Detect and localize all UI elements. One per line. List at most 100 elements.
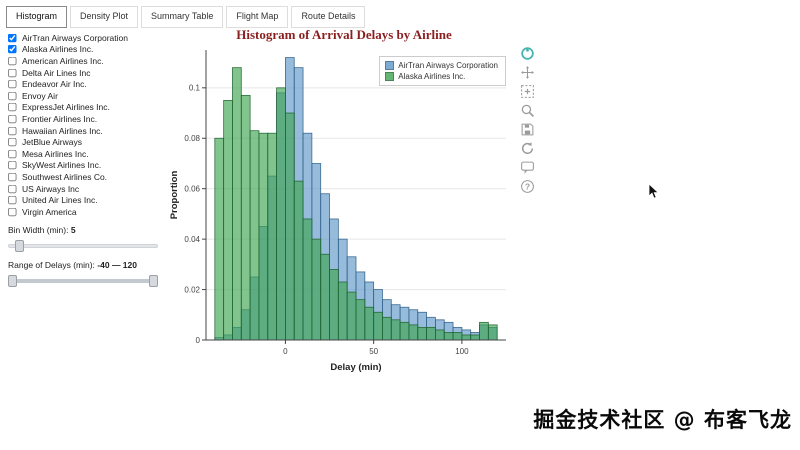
airline-label: Endeavor Air Inc. [22,79,87,90]
save-icon[interactable] [520,122,535,137]
reset-icon[interactable] [520,141,535,156]
airline-option[interactable]: Virgin America [8,206,166,218]
y-axis-title: Proportion [169,171,180,220]
sidebar: AirTran Airways Corporation Alaska Airlin… [8,32,166,288]
tab-density-plot[interactable]: Density Plot [70,6,139,28]
histogram-bar [293,180,304,341]
bin-width-slider-handle[interactable] [15,239,24,252]
airline-label: United Air Lines Inc. [22,195,98,206]
mouse-cursor [648,183,660,205]
airline-option[interactable]: ExpressJet Airlines Inc. [8,102,166,114]
y-tick-label: 0.04 [184,235,200,244]
histogram-bar [390,319,401,341]
x-tick-label: 0 [283,347,288,356]
airline-label: Virgin America [22,206,77,217]
tab-route-details[interactable]: Route Details [291,6,366,28]
airline-checkbox[interactable] [8,45,17,54]
airline-checkbox[interactable] [8,149,17,158]
histogram-bar [461,334,472,341]
bin-width-slider[interactable] [8,239,158,253]
airline-checkbox[interactable] [8,195,17,205]
histogram-bar [311,238,322,341]
histogram-plot[interactable]: Delay (min) Proportion 0 0.02 0.04 0.06 0.08… [166,44,522,384]
bin-width-control: Bin Width (min): 5 [8,225,166,253]
tab-summary-table[interactable]: Summary Table [141,6,224,28]
tab-histogram[interactable]: Histogram [6,6,68,28]
airline-option[interactable]: Endeavor Air Inc. [8,78,166,90]
airline-checkbox[interactable] [8,114,17,124]
histogram-bar [346,291,357,341]
histogram-bar [426,326,436,341]
airline-checkbox[interactable] [8,56,17,66]
histogram-bar [408,324,419,341]
histogram-bar [240,94,251,341]
histogram-bar [443,332,454,341]
help-icon[interactable]: ? [520,179,535,194]
tab-flight-map[interactable]: Flight Map [226,6,289,28]
histogram-bar [479,321,489,341]
airline-option[interactable]: Frontier Airlines Inc. [8,113,166,125]
delay-range-handle-max[interactable] [149,274,158,287]
airline-label: AirTran Airways Corporation [22,32,128,43]
airline-checkbox[interactable] [8,91,17,101]
histogram-bar [452,332,463,341]
airline-checkbox[interactable] [8,33,17,43]
slider-selected-range [12,278,154,283]
airline-option[interactable]: SkyWest Airlines Inc. [8,160,166,172]
delay-range-handle-min[interactable] [8,274,17,287]
airline-checkbox[interactable] [8,161,17,170]
legend-label: Alaska Airlines Inc. [398,72,466,81]
airline-checkbox[interactable] [8,79,17,89]
airline-option[interactable]: American Airlines Inc. [8,55,166,67]
watermark-text: 掘金技术社区 @ 布客飞龙 [533,408,792,432]
airline-checkbox[interactable] [8,126,17,135]
airline-option[interactable]: United Air Lines Inc. [8,194,166,206]
airline-checkbox[interactable] [8,184,17,193]
histogram-bar [214,137,225,341]
airline-option[interactable]: AirTran Airways Corporation [8,32,166,44]
slider-track [8,243,158,248]
airline-option[interactable]: US Airways Inc [8,183,166,195]
airline-checkbox[interactable] [8,68,17,77]
airline-option[interactable]: Southwest Airlines Co. [8,171,166,183]
histogram-bar [258,132,269,341]
box-zoom-icon[interactable] [520,84,535,99]
delay-range-slider[interactable] [8,274,158,288]
plot-legend: AirTran Airways Corporation Alaska Airli… [379,56,506,86]
airline-option[interactable]: Hawaiian Airlines Inc. [8,125,166,137]
bin-width-value: 5 [70,224,76,235]
airline-label: American Airlines Inc. [22,55,104,66]
airline-option[interactable]: JetBlue Airways [8,136,166,148]
legend-swatch-alaska [385,72,395,81]
airline-label: ExpressJet Airlines Inc. [22,102,110,113]
svg-text:?: ? [524,182,529,192]
airline-checkbox[interactable] [8,103,17,112]
y-tick-label: 0.1 [189,84,201,93]
delay-range-label: Range of Delays (min): [8,259,95,270]
airline-option[interactable]: Envoy Air [8,90,166,102]
airline-label: Frontier Airlines Inc. [22,113,98,124]
airline-checkbox[interactable] [8,207,17,216]
histogram-bar [399,321,410,341]
legend-item: Alaska Airlines Inc. [385,71,498,82]
airline-option[interactable]: Mesa Airlines Inc. [8,148,166,160]
wheel-zoom-icon[interactable] [520,103,535,118]
airline-checkbox[interactable] [8,172,17,182]
airline-option[interactable]: Delta Air Lines Inc [8,67,166,79]
histogram-bar [249,130,260,341]
airline-checkbox[interactable] [8,137,17,147]
airline-option[interactable]: Alaska Airlines Inc. [8,44,166,56]
pan-icon[interactable] [520,65,535,80]
histogram-bar [329,268,339,341]
chart-panel: Histogram of Arrival Delays by Airline D… [166,26,534,390]
x-axis-title: Delay (min) [330,362,381,373]
chart-title: Histogram of Arrival Delays by Airline [236,27,452,42]
bin-width-label: Bin Width (min): [8,224,69,235]
airline-label: JetBlue Airways [22,137,82,148]
delay-range-control: Range of Delays (min): -40 — 120 [8,260,166,288]
hover-icon[interactable] [520,160,535,175]
bokeh-logo-icon[interactable] [520,46,535,61]
histogram-bar [302,218,313,341]
legend-item: AirTran Airways Corporation [385,60,498,71]
